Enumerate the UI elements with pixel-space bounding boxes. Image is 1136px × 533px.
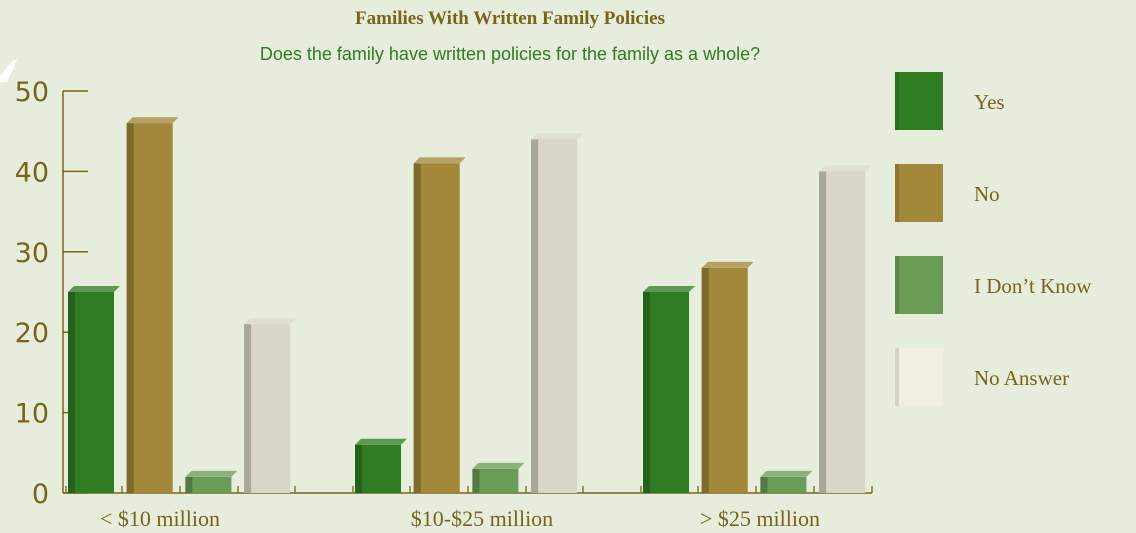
legend-label-no-answer: No Answer (974, 366, 1070, 390)
legend-swatch-no (895, 164, 943, 222)
legend-label-yes: Yes (974, 90, 1005, 114)
bar-no-answer-1 (244, 324, 291, 493)
bar-no-answer-2-top (531, 133, 584, 140)
legend-item-dont-know: I Don’t Know (895, 256, 1135, 314)
bar-no-answer-2 (531, 139, 578, 494)
bar-no-answer-2-edge (531, 139, 539, 494)
chart-title: Families With Written Family Policies (355, 8, 665, 29)
bar-yes-2 (355, 444, 401, 493)
y-tick-label: 40 (15, 157, 49, 188)
legend-item-no-answer: No Answer (895, 348, 1135, 406)
bar-yes-3-edge (643, 292, 650, 493)
bar-no-answer-3 (819, 171, 866, 493)
bar-i-don-t-know-1 (185, 476, 232, 493)
bar-no-3-top (701, 261, 754, 268)
bar-no-3 (701, 267, 748, 493)
bar-no-answer-1-top (244, 318, 297, 325)
bar-yes-1-top (68, 286, 120, 292)
y-tick-label: 30 (15, 238, 49, 269)
legend-item-yes: Yes (895, 72, 1135, 130)
bar-no-1 (126, 123, 173, 493)
bar-no-3-edge (701, 267, 709, 493)
legend-swatch-yes (895, 72, 943, 130)
bar-yes-3 (643, 292, 689, 493)
legend-item-no: No (895, 164, 1135, 222)
y-tick-label: 50 (15, 77, 49, 108)
bar-no-2 (413, 163, 460, 494)
bar-i-don-t-know-1-edge (185, 476, 193, 493)
bar-yes-3-top (643, 286, 695, 292)
bar-no-1-top (126, 117, 179, 124)
bar-no-answer-1-edge (244, 324, 252, 493)
bar-yes-1-edge (68, 292, 75, 493)
y-tick-label: 20 (15, 318, 49, 349)
bar-i-don-t-know-1-top (185, 470, 238, 477)
legend-label-dont-know: I Don’t Know (974, 274, 1092, 298)
legend-label-no: No (974, 182, 1000, 206)
bar-no-answer-3-top (819, 165, 872, 172)
bar-no-1-edge (126, 123, 134, 493)
bar-no-2-edge (413, 163, 421, 494)
chart-subtitle: Does the family have written policies fo… (259, 44, 761, 64)
bar-i-don-t-know-3-edge (760, 476, 768, 493)
bar-i-don-t-know-2-top (472, 462, 525, 469)
bar-chart: 0 10 20 30 40 50 < $10 million $10-$25 million >… (15, 77, 873, 531)
y-tick-label: 10 (15, 399, 49, 430)
bar-yes-2-edge (355, 444, 362, 493)
bar-i-don-t-know-2-edge (472, 468, 480, 493)
bar-no-2-top (413, 157, 466, 164)
bar-no-answer-3-edge (819, 171, 827, 493)
bar-yes-1 (68, 292, 114, 493)
legend-swatch-dont-know (895, 256, 943, 314)
x-category-label: $10-$25 million (411, 506, 553, 531)
legend-swatch-no-answer (895, 348, 943, 406)
x-category-label: > $25 million (700, 506, 820, 531)
bar-i-don-t-know-3 (760, 476, 807, 493)
bar-i-don-t-know-3-top (760, 470, 813, 477)
bar-i-don-t-know-2 (472, 468, 519, 493)
x-category-label: < $10 million (100, 506, 220, 531)
y-tick-label: 0 (32, 479, 49, 510)
bar-yes-2-top (355, 438, 407, 445)
